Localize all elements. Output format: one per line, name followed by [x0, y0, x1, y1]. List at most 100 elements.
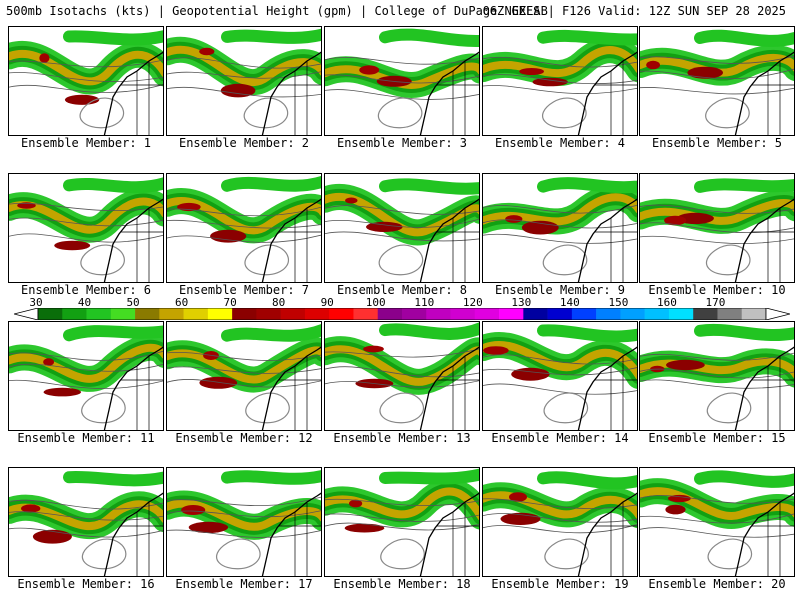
height-contour: [640, 55, 794, 64]
height-contour: [9, 72, 163, 82]
state-borders: [752, 502, 794, 576]
coastline: [419, 51, 479, 135]
ensemble-panel: [8, 321, 164, 431]
isotach-band-north: [537, 471, 637, 490]
height-contour-closed: [705, 244, 751, 276]
ensemble-panel: [8, 173, 164, 283]
ensemble-member-label: Ensemble Member: 19: [491, 577, 629, 591]
jet-max-core: [666, 359, 705, 371]
jet-max-core: [363, 345, 384, 353]
jet-max-core: [39, 53, 50, 63]
ensemble-panel: [639, 26, 795, 136]
height-contour-closed: [79, 97, 125, 129]
isotach-band-inner: [640, 53, 794, 77]
height-contour: [483, 524, 637, 534]
isotach-map: [325, 322, 479, 430]
isotach-map: [640, 178, 794, 282]
isotach-map: [325, 468, 479, 576]
isotach-map: [167, 470, 321, 576]
colorbar-segment: [450, 308, 476, 320]
jet-max-core: [43, 358, 55, 366]
ensemble-member-label: Ensemble Member: 20: [648, 577, 786, 591]
height-contour: [325, 56, 479, 65]
colorbar-tick-label: 130: [511, 296, 532, 309]
coastline: [577, 51, 637, 135]
height-contour: [640, 527, 794, 538]
colorbar-segment: [38, 308, 63, 320]
colorbar-segment: [110, 308, 136, 320]
height-contour: [167, 71, 321, 79]
state-borders: [752, 356, 794, 430]
colorbar-segment: [547, 308, 573, 320]
height-contour-closed: [542, 97, 587, 129]
coastline: [261, 198, 321, 282]
jet-max-core: [199, 376, 238, 389]
ensemble-member-label: Ensemble Member: 14: [491, 431, 629, 445]
jet-max-core: [483, 346, 509, 355]
state-borders: [279, 356, 321, 430]
ensemble-member-label: Ensemble Member: 15: [648, 431, 786, 445]
height-contour: [9, 233, 163, 243]
ensemble-member-label: Ensemble Member: 18: [333, 577, 471, 591]
jet-max-core: [43, 387, 81, 397]
state-borders: [595, 61, 637, 135]
height-contour-closed: [378, 244, 424, 276]
height-contour-closed: [244, 244, 289, 276]
colorbar-segment: [426, 308, 451, 320]
height-contour: [325, 231, 479, 242]
isotach-map: [483, 324, 637, 430]
state-borders: [121, 208, 163, 282]
isotach-colorbar: [14, 308, 790, 320]
state-borders: [752, 61, 794, 135]
ensemble-member-label: Ensemble Member: 9: [494, 283, 626, 297]
ensemble-member-label: Ensemble Member: 10: [648, 283, 786, 297]
ensemble-member-label: Ensemble Member: 5: [651, 136, 783, 150]
state-borders: [437, 356, 479, 430]
colorbar-segment: [596, 308, 621, 320]
height-contour: [640, 235, 794, 244]
isotach-band-inner: [325, 345, 479, 386]
colorbar-segment: [256, 308, 281, 320]
height-contour: [9, 59, 163, 68]
isotach-band-inner: [640, 487, 794, 520]
coastline: [261, 492, 321, 576]
isotach-band-inner: [167, 45, 321, 87]
coastline: [734, 492, 794, 576]
jet-max-core: [505, 215, 523, 223]
isotach-band-north: [694, 178, 794, 193]
colorbar-segment: [523, 308, 548, 320]
height-contour: [483, 233, 637, 244]
height-contour: [9, 217, 163, 227]
colorbar-segment: [86, 308, 112, 320]
colorbar-segment: [644, 308, 670, 320]
isotach-band-north: [63, 470, 163, 487]
jet-max-core: [668, 494, 691, 503]
ensemble-panel: [8, 26, 164, 136]
height-contour: [640, 204, 794, 214]
height-contour: [167, 510, 321, 518]
ensemble-panel: [8, 467, 164, 577]
colorbar-tick-label: 40: [77, 296, 92, 309]
coastline: [577, 492, 637, 576]
height-contour-closed: [243, 97, 289, 129]
height-contour: [9, 379, 163, 389]
isotach-map: [9, 30, 163, 135]
map-title: 500mb Isotachs (kts) | Geopotential Heig…: [6, 4, 548, 18]
height-contour: [167, 496, 321, 507]
colorbar-segment: [207, 308, 233, 320]
height-contour: [325, 74, 479, 84]
jet-max-core: [54, 240, 91, 251]
isotach-map: [640, 323, 794, 430]
colorbar-right-arrow: [765, 308, 790, 320]
isotach-band-inner: [483, 341, 637, 380]
height-contour: [9, 511, 163, 521]
isotach-map: [9, 177, 163, 282]
jet-max-core: [344, 523, 385, 533]
jet-max-core: [188, 521, 229, 533]
coastline: [734, 346, 794, 430]
colorbar-segment: [353, 308, 379, 320]
colorbar-tick-label: 140: [559, 296, 580, 309]
colorbar-tick-label: 150: [608, 296, 629, 309]
height-contour: [640, 495, 794, 504]
isotach-map: [167, 28, 321, 135]
